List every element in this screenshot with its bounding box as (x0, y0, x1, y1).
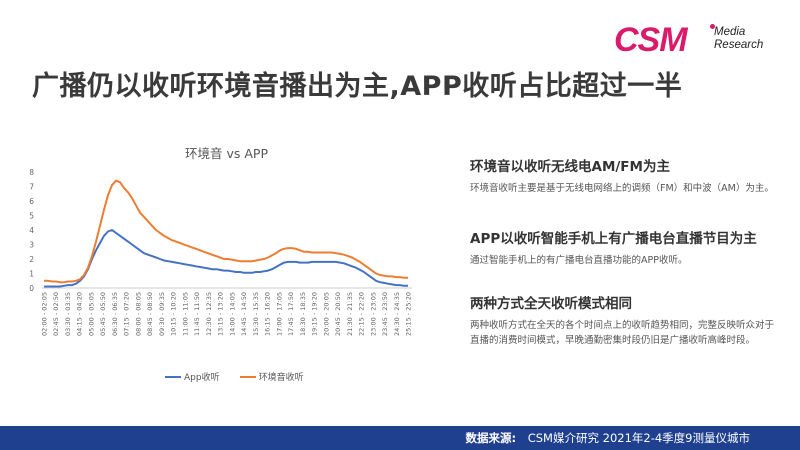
y-tick-label: 0 (29, 284, 34, 293)
chart-title: 环境音 vs APP (185, 146, 268, 161)
point-description: 两种收听方式在全天的各个时间点上的收听趋势相同，完整反映听众对于直播的消费时间模… (470, 320, 775, 346)
x-tick-label: 24:30 - 24:35 (393, 292, 401, 336)
y-tick-label: 5 (29, 212, 34, 221)
point-ambient: 环境音以收听无线电AM/FM为主 环境音收听主要是基于无线电网络上的调频（FM）… (470, 155, 780, 196)
y-tick-label: 8 (29, 168, 34, 177)
x-tick-label: 07:15 - 07:20 (123, 292, 131, 336)
x-tick-label: 23:00 - 23:05 (369, 292, 377, 336)
series-line-env (44, 179, 408, 284)
point-description: 通过智能手机上的有广播电台直播功能的APP收听。 (470, 255, 688, 266)
legend-swatch-app (165, 375, 181, 378)
logo-dot (710, 24, 715, 29)
y-tick-label: 7 (29, 183, 34, 192)
x-tick-label: 11:45 - 11:50 (193, 292, 201, 336)
logo-mark: CSM (614, 21, 688, 59)
csm-logo: CSM Media Research (614, 20, 774, 60)
point-pattern: 两种方式全天收听模式相同 两种收听方式在全天的各个时间点上的收听趋势相同，完整反… (470, 292, 780, 348)
x-tick-label: 09:30 - 09:35 (158, 292, 166, 336)
x-tick-label: 02:00 - 02:05 (41, 292, 49, 336)
x-tick-label: 11:00 - 11:05 (181, 292, 189, 336)
data-source-text: CSM媒介研究 2021年2-4季度9测量仪城市 (527, 431, 750, 445)
logo-subtext: Media Research (714, 26, 764, 51)
legend-label-app: App收听 (184, 373, 220, 383)
x-tick-label: 17:45 - 17:50 (287, 292, 295, 336)
data-source-label: 数据来源: (465, 431, 517, 445)
legend-item-env: 环境音收听 (239, 370, 304, 383)
chart-legend: App收听 环境音收听 (165, 370, 304, 383)
x-tick-label: 17:00 - 17:05 (275, 292, 283, 336)
point-app: APP以收听智能手机上有广播电台直播节目为主 通过智能手机上的有广播电台直播功能… (470, 227, 780, 268)
y-tick-label: 2 (29, 255, 34, 264)
x-tick-label: 19:15 - 19:20 (311, 292, 319, 336)
x-tick-label: 23:45 - 23:50 (381, 292, 389, 336)
page-title: 广播仍以收听环境音播出为主,APP收听占比超过一半 (32, 71, 683, 102)
y-tick-label: 6 (29, 197, 34, 206)
x-tick-label: 03:30 - 03:35 (64, 292, 72, 336)
point-heading: 环境音以收听无线电AM/FM为主 (470, 159, 670, 175)
footer-bar: 数据来源: CSM媒介研究 2021年2-4季度9测量仪城市 (0, 426, 800, 450)
x-tick-label: 20:00 - 20:05 (322, 292, 330, 336)
x-tick-label: 21:30 - 21:35 (346, 292, 354, 336)
x-tick-label: 12:30 - 12:35 (205, 292, 213, 336)
x-tick-label: 18:30 - 18:35 (299, 292, 307, 336)
x-tick-label: 22:15 - 22:20 (358, 292, 366, 336)
point-description: 环境音收听主要是基于无线电网络上的调频（FM）和中波（AM）为主。 (470, 183, 774, 194)
x-tick-label: 13:15 - 13:20 (217, 292, 225, 336)
line-chart: 0 1 2 3 4 5 6 7 8 02:00 - 02:05 02:45 - 02:50 03:30… (29, 168, 413, 336)
x-tick-label: 04:15 - 04:20 (76, 292, 84, 336)
point-heading: 两种方式全天收听模式相同 (470, 296, 632, 312)
legend-label-env: 环境音收听 (258, 373, 304, 383)
x-tick-label: 10:15 - 10:20 (170, 292, 178, 336)
y-tick-label: 4 (29, 226, 34, 235)
data-source: 数据来源: CSM媒介研究 2021年2-4季度9测量仪城市 (465, 430, 750, 446)
x-tick-label: 08:00 - 08:05 (134, 292, 142, 336)
y-tick-label: 3 (29, 241, 34, 250)
x-tick-label: 14:00 - 14:05 (228, 292, 236, 336)
x-tick-label: 05:45 - 05:50 (99, 292, 107, 336)
x-tick-label: 05:00 - 05:05 (87, 292, 95, 336)
y-tick-label: 1 (29, 270, 34, 279)
x-tick-label: 14:45 - 14:50 (240, 292, 248, 336)
x-tick-label: 06:30 - 06:35 (111, 292, 119, 336)
point-heading: APP以收听智能手机上有广播电台直播节目为主 (470, 231, 757, 247)
x-tick-label: 15:30 - 15:35 (252, 292, 260, 336)
x-tick-label: 02:45 - 02:50 (52, 292, 60, 336)
legend-item-app: App收听 (165, 370, 220, 383)
x-tick-label: 25:15 - 25:20 (405, 292, 413, 336)
series-line-app (44, 229, 408, 288)
x-tick-label: 08:45 - 08:50 (146, 292, 154, 336)
x-tick-label: 20:45 - 20:50 (334, 292, 342, 336)
legend-swatch-env (239, 375, 256, 378)
x-tick-label: 16:15 - 16:20 (264, 292, 272, 336)
